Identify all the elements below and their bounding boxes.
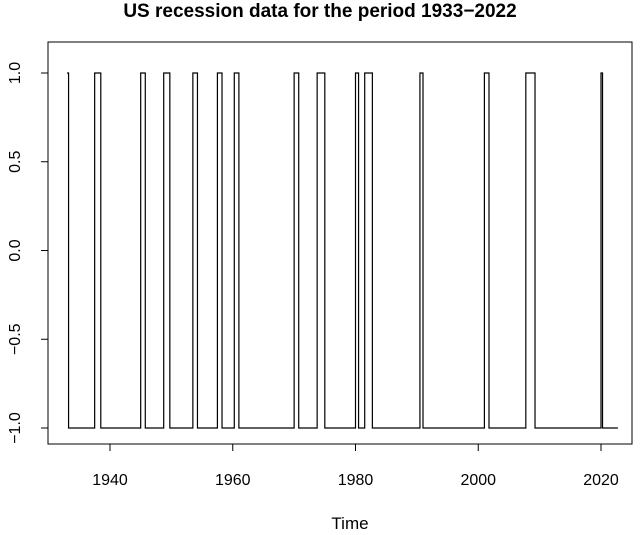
y-tick-label: 0.5: [7, 151, 24, 173]
y-tick-label: 0.0: [7, 239, 24, 261]
y-tick-label: 1.0: [7, 62, 24, 84]
plot-frame: [47, 41, 633, 445]
x-axis-title: Time: [331, 514, 369, 533]
chart-title: US recession data for the period 1933−20…: [123, 1, 517, 22]
x-tick-label: 1980: [338, 472, 374, 489]
x-tick-label: 1940: [92, 472, 128, 489]
y-tick-label: −1.0: [7, 412, 24, 444]
recession-series-line: [67, 72, 618, 429]
x-tick-label: 1960: [215, 472, 251, 489]
x-tick-label: 2020: [583, 472, 619, 489]
x-tick-label: 2000: [460, 472, 496, 489]
y-tick-label: −0.5: [7, 323, 24, 355]
